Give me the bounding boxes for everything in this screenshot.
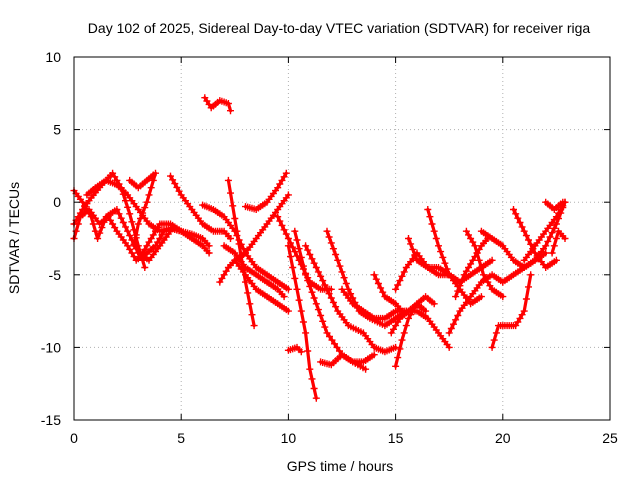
series-markers: [220, 242, 288, 301]
series-trace-38: [548, 227, 569, 257]
plot-frame: [73, 56, 611, 421]
series-trace-36: [520, 198, 569, 264]
series-markers: [392, 293, 438, 370]
series-trace-6: [139, 220, 213, 257]
series-markers: [317, 351, 378, 369]
series-trace-14: [231, 191, 292, 264]
series-trace-8: [201, 94, 234, 115]
series-markers: [201, 94, 234, 115]
series-markers: [548, 227, 569, 257]
series-markers: [224, 176, 258, 330]
series-trace-20: [302, 242, 400, 356]
axis-ticks: 0 5 10 15 20 25 -15 -10 -5 0 5 10: [41, 49, 618, 446]
series-markers: [499, 198, 569, 286]
series-trace-17: [284, 343, 305, 356]
series-markers: [126, 169, 159, 250]
plot-area: [70, 94, 569, 402]
series-markers: [488, 271, 535, 351]
series-markers: [462, 227, 507, 301]
series-markers: [542, 198, 567, 213]
series-markers: [284, 242, 320, 402]
x-axis-label: GPS time / hours: [287, 458, 394, 474]
series-trace-16: [284, 242, 320, 402]
series-markers: [231, 191, 292, 264]
chart-title: Day 102 of 2025, Sidereal Day-to-day VTE…: [88, 20, 591, 36]
series-trace-31: [462, 227, 507, 301]
series-trace-18: [291, 227, 370, 373]
series-markers: [242, 169, 290, 213]
series-trace-7: [167, 172, 234, 242]
y-tick-label: -10: [41, 339, 61, 355]
series-trace-13: [242, 169, 290, 213]
y-tick-label: -15: [41, 412, 61, 428]
series-trace-23: [370, 271, 406, 315]
series-trace-5: [126, 169, 159, 250]
series-markers: [167, 172, 234, 242]
x-tick-label: 0: [70, 430, 78, 446]
x-tick-label: 5: [177, 430, 185, 446]
series-trace-37: [542, 198, 567, 213]
y-tick-label: 10: [45, 49, 61, 65]
series-markers: [139, 220, 213, 257]
series-markers: [520, 198, 569, 264]
y-axis-label: SDTVAR / TECUs: [6, 182, 22, 294]
x-tick-label: 10: [281, 430, 297, 446]
series-trace-25: [392, 293, 438, 370]
x-tick-label: 25: [602, 430, 618, 446]
series-trace-33: [488, 271, 535, 351]
series-markers: [302, 242, 400, 356]
x-tick-label: 20: [495, 430, 511, 446]
series-trace-12: [220, 242, 288, 301]
y-tick-label: 0: [53, 194, 61, 210]
y-tick-label: 5: [53, 122, 61, 138]
series-trace-35: [499, 198, 569, 286]
y-tick-label: -5: [49, 267, 62, 283]
series-trace-19: [317, 351, 378, 369]
series-markers: [370, 271, 406, 315]
x-tick-label: 15: [388, 430, 404, 446]
series-markers: [284, 343, 305, 356]
series-markers: [291, 227, 370, 373]
